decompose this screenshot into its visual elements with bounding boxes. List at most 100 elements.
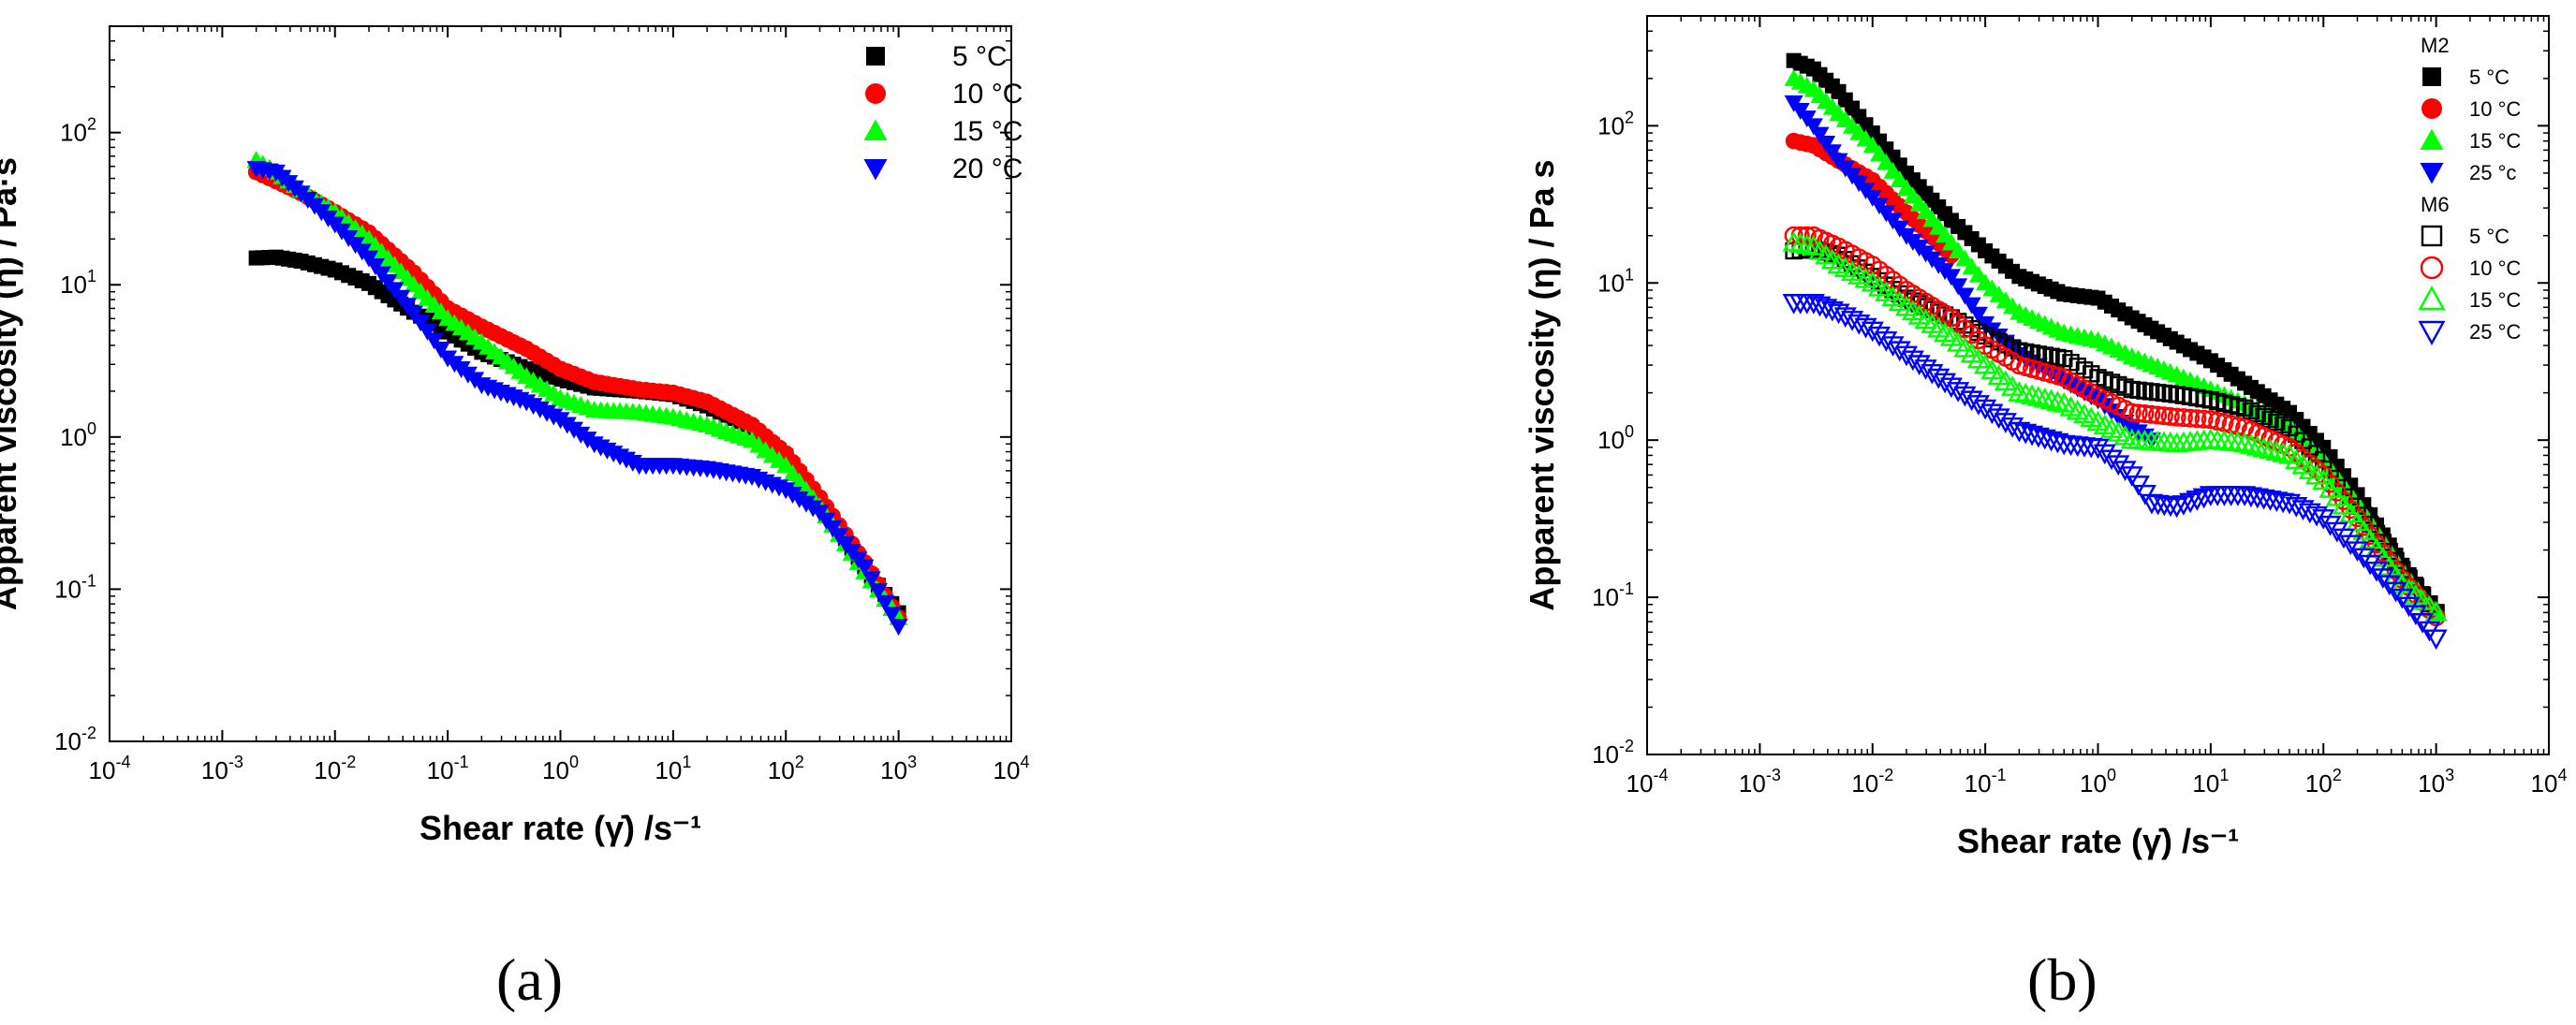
legend-label: 15 °C — [2469, 129, 2521, 153]
panel-label-a: (a) — [496, 946, 564, 1013]
series-6 — [1782, 230, 2448, 622]
data-point — [2377, 575, 2401, 596]
x-tick-label: 10-2 — [1851, 766, 1893, 798]
y-tick-label: 10-2 — [54, 724, 96, 755]
data-point — [2008, 381, 2031, 402]
data-point — [1803, 118, 1823, 136]
legend-label: 5 °C — [2469, 66, 2510, 89]
data-point — [2332, 528, 2356, 549]
x-axis-label: Shear rate (γ̇) /s⁻¹ — [1957, 822, 2239, 860]
data-point — [855, 559, 875, 577]
data-point — [2318, 477, 2342, 498]
data-point — [2181, 408, 2201, 428]
y-tick-label: 10-1 — [1592, 579, 1634, 611]
legend-marker — [2421, 225, 2443, 247]
data-point — [2014, 382, 2038, 403]
x-axis-label: Shear rate (γ̇) /s⁻¹ — [420, 809, 701, 847]
x-tick-label: 10-3 — [1739, 766, 1781, 798]
chart-b: 10-4 10-3 10-2 10-1 100 101 102 103 104 10-2 10-1 1… — [1523, 15, 2567, 860]
data-point — [2039, 431, 2063, 452]
legend-label: 5 °C — [952, 41, 1008, 72]
data-point — [2312, 509, 2335, 530]
legend-label: 5 °C — [2469, 225, 2510, 248]
data-point — [2346, 541, 2369, 563]
legend: 5 °C 10 °C 15 °C 20 °C — [863, 41, 1023, 184]
legend-marker — [863, 159, 888, 181]
data-point — [2086, 438, 2110, 460]
data-point — [2259, 438, 2282, 460]
data-point — [876, 594, 895, 612]
data-point — [2135, 404, 2155, 424]
legend-marker — [2418, 320, 2446, 345]
legend-marker — [2421, 98, 2442, 119]
x-tick-label: 102 — [768, 753, 804, 784]
data-point — [2186, 491, 2209, 511]
data-point — [2026, 427, 2050, 448]
x-tick-label: 10-1 — [427, 753, 469, 784]
data-point — [1817, 135, 1836, 153]
data-point — [2252, 436, 2275, 458]
data-point — [2113, 461, 2137, 481]
data-point — [2194, 409, 2214, 429]
legend-marker — [2420, 256, 2444, 280]
y-tick-label: 100 — [60, 419, 96, 451]
data-point — [2167, 407, 2186, 427]
data-point — [1949, 278, 1968, 296]
x-tick-label: 10-1 — [1965, 766, 2007, 798]
legend-label: 10 °C — [952, 79, 1023, 110]
data-point — [2033, 429, 2056, 450]
data-point — [889, 619, 908, 637]
axis-ticks — [1646, 15, 2550, 755]
data-point — [1782, 230, 1805, 252]
data-point — [2148, 405, 2168, 425]
panel-label-b: (b) — [2027, 946, 2098, 1013]
legend-marker — [866, 47, 885, 66]
legend-marker — [2422, 67, 2441, 86]
data-point — [2021, 425, 2044, 447]
data-point — [2008, 421, 2031, 443]
legend-label: 10 °C — [2469, 256, 2521, 280]
data-point — [2272, 442, 2295, 462]
legend-marker — [2418, 286, 2446, 311]
legend-group-title: M2 — [2421, 34, 2450, 57]
data-point — [882, 607, 902, 624]
x-tick-label: 100 — [2080, 766, 2116, 798]
data-point — [2154, 406, 2173, 426]
data-point — [1881, 336, 1905, 357]
data-point — [2014, 423, 2038, 445]
data-point — [1810, 126, 1830, 144]
data-point — [2352, 548, 2376, 569]
legend-label: 25 °c — [2469, 161, 2516, 184]
y-tick-label: 100 — [1597, 422, 1634, 454]
data-point — [424, 332, 444, 350]
x-tick-label: 10-4 — [89, 753, 131, 784]
data-point — [1968, 306, 1988, 324]
data-point — [2332, 493, 2356, 515]
data-point — [2359, 528, 2382, 549]
data-point — [1822, 144, 1842, 162]
data-point — [2187, 409, 2207, 429]
data-point — [1875, 331, 1898, 352]
x-tick-label: 10-4 — [1627, 766, 1669, 798]
data-point — [2346, 510, 2369, 532]
x-tick-label: 100 — [542, 753, 579, 784]
y-tick-label: 10-1 — [54, 571, 96, 603]
data-point — [2424, 629, 2448, 651]
legend-label: 25 °C — [2469, 320, 2521, 344]
legend-label: 20 °C — [952, 154, 1023, 184]
data-point — [2039, 388, 2063, 410]
data-point — [2239, 433, 2262, 454]
data-point — [1955, 287, 1975, 305]
data-point — [2339, 502, 2363, 523]
series-7 — [1782, 294, 2448, 651]
data-point — [2424, 600, 2448, 622]
data-point — [1861, 321, 1884, 343]
data-point — [2265, 491, 2289, 513]
data-point — [2352, 520, 2376, 540]
data-point — [2128, 403, 2148, 423]
legend-label: 10 °C — [2469, 97, 2521, 121]
legend-marker — [865, 83, 886, 104]
data-point — [2259, 491, 2282, 511]
data-point — [2233, 486, 2257, 506]
